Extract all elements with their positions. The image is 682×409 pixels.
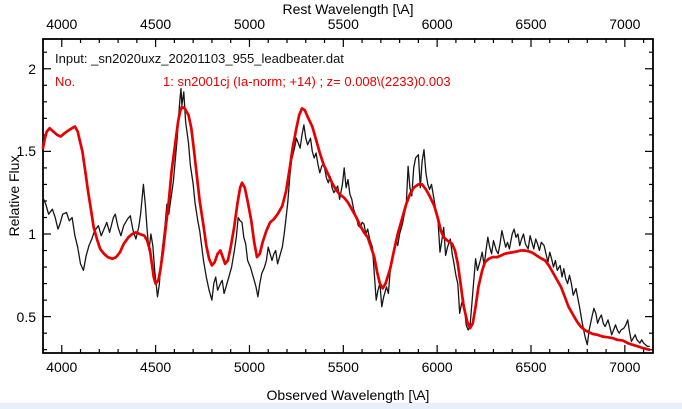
y-tick-label: 1 xyxy=(28,226,36,242)
top-x-tick-label: 5000 xyxy=(233,16,266,32)
top-x-tick-label: 4000 xyxy=(46,16,78,32)
top-x-tick-label: 4500 xyxy=(140,16,172,32)
top-x-tick-label: 6000 xyxy=(421,16,453,32)
bottom-x-tick-label: 5500 xyxy=(327,359,359,375)
match-number-label: No. xyxy=(55,74,76,89)
y-tick-label: 2 xyxy=(28,60,36,77)
template-match-annotation: No. 1: sn2001cj (Ia-norm; +14) ; z= 0.00… xyxy=(0,74,682,89)
top-axis-title: Rest Wavelength [\A] xyxy=(282,1,414,17)
bottom-x-tick-label: 7000 xyxy=(609,359,641,375)
window-edge-strip xyxy=(0,403,682,409)
y-tick-label: 0.5 xyxy=(16,308,36,325)
input-file-annotation: Input: _sn2020uxz_20201103_955_leadbeate… xyxy=(55,51,344,66)
bottom-x-tick-label: 4000 xyxy=(46,359,78,375)
bottom-x-tick-label: 5000 xyxy=(233,359,266,375)
top-x-tick-label: 6500 xyxy=(515,16,547,32)
bottom-x-tick-label: 6000 xyxy=(421,359,453,375)
top-x-tick-label: 5500 xyxy=(327,16,359,32)
bottom-axis-title: Observed Wavelength [\A] xyxy=(266,387,430,403)
bottom-x-tick-label: 6500 xyxy=(515,359,547,375)
match-details-label: 1: sn2001cj (Ia-norm; +14) ; z= 0.008\(2… xyxy=(163,74,451,89)
top-x-tick-label: 7000 xyxy=(609,16,641,32)
y-tick-label: 1.5 xyxy=(16,143,36,160)
bottom-x-tick-label: 4500 xyxy=(140,359,172,375)
